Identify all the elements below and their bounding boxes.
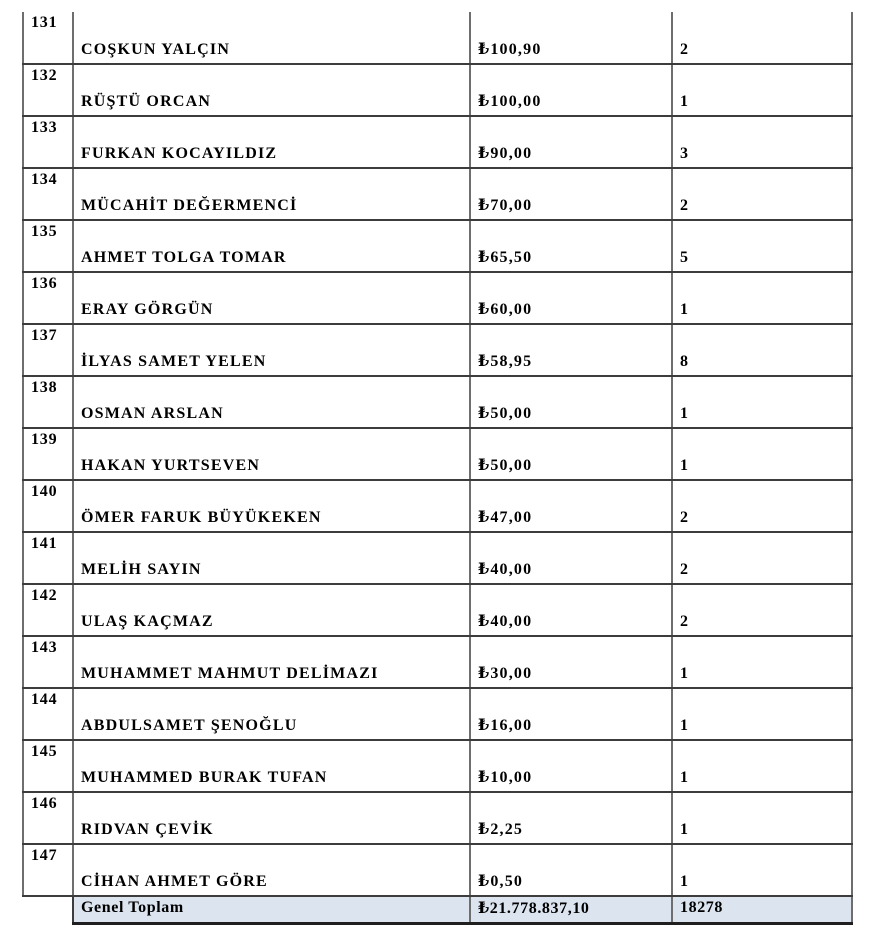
row-number-cell: 136 (22, 272, 73, 325)
count-cell: 2 (671, 168, 853, 221)
row-number-cell: 141 (22, 532, 73, 585)
table-row: 137 İLYAS SAMET YELEN ₺58,95 8 (22, 324, 853, 377)
person-name-cell: MELİH SAYIN (72, 532, 470, 585)
amount-cell: ₺50,00 (469, 428, 672, 481)
table-row: 145 MUHAMMED BURAK TUFAN ₺10,00 1 (22, 740, 853, 793)
person-name-cell: MUHAMMET MAHMUT DELİMAZI (72, 636, 470, 689)
row-number-cell: 135 (22, 220, 73, 273)
person-name-cell: HAKAN YURTSEVEN (72, 428, 470, 481)
amount-cell: ₺10,00 (469, 740, 672, 793)
count-cell: 2 (671, 532, 853, 585)
table-row: 146 RIDVAN ÇEVİK ₺2,25 1 (22, 792, 853, 845)
amount-cell: ₺100,90 (469, 12, 672, 65)
row-number-cell: 132 (22, 64, 73, 117)
count-cell: 2 (671, 480, 853, 533)
person-name-cell: İLYAS SAMET YELEN (72, 324, 470, 377)
amount-cell: ₺70,00 (469, 168, 672, 221)
table-row: 142 ULAŞ KAÇMAZ ₺40,00 2 (22, 584, 853, 637)
amount-cell: ₺2,25 (469, 792, 672, 845)
amount-cell: ₺50,00 (469, 376, 672, 429)
amount-cell: ₺30,00 (469, 636, 672, 689)
row-number-cell: 144 (22, 688, 73, 741)
table-row: 131 COŞKUN YALÇIN ₺100,90 2 (22, 12, 853, 65)
amount-cell: ₺100,00 (469, 64, 672, 117)
grand-total-amount: ₺21.778.837,10 (469, 896, 672, 925)
grand-total-label: Genel Toplam (72, 896, 470, 925)
person-name-cell: ABDULSAMET ŞENOĞLU (72, 688, 470, 741)
row-number-cell: 143 (22, 636, 73, 689)
table-row: 140 ÖMER FARUK BÜYÜKEKEN ₺47,00 2 (22, 480, 853, 533)
count-cell: 2 (671, 12, 853, 65)
table-row: 143 MUHAMMET MAHMUT DELİMAZI ₺30,00 1 (22, 636, 853, 689)
person-name-cell: AHMET TOLGA TOMAR (72, 220, 470, 273)
amount-cell: ₺47,00 (469, 480, 672, 533)
table-row: 136 ERAY GÖRGÜN ₺60,00 1 (22, 272, 853, 325)
count-cell: 1 (671, 272, 853, 325)
row-number-cell: 137 (22, 324, 73, 377)
person-name-cell: CİHAN AHMET GÖRE (72, 844, 470, 897)
row-number-cell: 133 (22, 116, 73, 169)
table-row: 138 OSMAN ARSLAN ₺50,00 1 (22, 376, 853, 429)
table-row: 135 AHMET TOLGA TOMAR ₺65,50 5 (22, 220, 853, 273)
table-row: 141 MELİH SAYIN ₺40,00 2 (22, 532, 853, 585)
amount-cell: ₺16,00 (469, 688, 672, 741)
count-cell: 1 (671, 376, 853, 429)
person-name-cell: ULAŞ KAÇMAZ (72, 584, 470, 637)
row-number-cell: 140 (22, 480, 73, 533)
row-number-cell: 142 (22, 584, 73, 637)
amount-cell: ₺0,50 (469, 844, 672, 897)
person-name-cell: ÖMER FARUK BÜYÜKEKEN (72, 480, 470, 533)
row-number-cell: 134 (22, 168, 73, 221)
amount-cell: ₺60,00 (469, 272, 672, 325)
row-number-cell: 145 (22, 740, 73, 793)
grand-total-count: 18278 (671, 896, 853, 925)
row-number-cell: 139 (22, 428, 73, 481)
person-name-cell: OSMAN ARSLAN (72, 376, 470, 429)
table-row: 147 CİHAN AHMET GÖRE ₺0,50 1 (22, 844, 853, 897)
count-cell: 1 (671, 688, 853, 741)
table-row: 132 RÜŞTÜ ORCAN ₺100,00 1 (22, 64, 853, 117)
table-body: 131 COŞKUN YALÇIN ₺100,90 2 132 RÜŞTÜ OR… (22, 12, 853, 897)
count-cell: 1 (671, 64, 853, 117)
person-name-cell: ERAY GÖRGÜN (72, 272, 470, 325)
row-number-cell: 146 (22, 792, 73, 845)
person-name-cell: RÜŞTÜ ORCAN (72, 64, 470, 117)
person-name-cell: COŞKUN YALÇIN (72, 12, 470, 65)
row-number-cell: 131 (22, 12, 73, 65)
row-number-cell: 147 (22, 844, 73, 897)
count-cell: 8 (671, 324, 853, 377)
count-cell: 5 (671, 220, 853, 273)
table-row: 139 HAKAN YURTSEVEN ₺50,00 1 (22, 428, 853, 481)
collection-report-table: 131 COŞKUN YALÇIN ₺100,90 2 132 RÜŞTÜ OR… (22, 12, 853, 925)
person-name-cell: MÜCAHİT DEĞERMENCİ (72, 168, 470, 221)
count-cell: 1 (671, 636, 853, 689)
table-row: 133 FURKAN KOCAYILDIZ ₺90,00 3 (22, 116, 853, 169)
count-cell: 1 (671, 844, 853, 897)
total-row-spacer (23, 896, 73, 923)
table-row: 144 ABDULSAMET ŞENOĞLU ₺16,00 1 (22, 688, 853, 741)
person-name-cell: FURKAN KOCAYILDIZ (72, 116, 470, 169)
table-row: 134 MÜCAHİT DEĞERMENCİ ₺70,00 2 (22, 168, 853, 221)
grand-total-row: Genel Toplam ₺21.778.837,10 18278 (23, 896, 853, 925)
person-name-cell: MUHAMMED BURAK TUFAN (72, 740, 470, 793)
amount-cell: ₺65,50 (469, 220, 672, 273)
count-cell: 2 (671, 584, 853, 637)
amount-cell: ₺90,00 (469, 116, 672, 169)
count-cell: 1 (671, 740, 853, 793)
row-number-cell: 138 (22, 376, 73, 429)
count-cell: 3 (671, 116, 853, 169)
amount-cell: ₺40,00 (469, 584, 672, 637)
person-name-cell: RIDVAN ÇEVİK (72, 792, 470, 845)
count-cell: 1 (671, 428, 853, 481)
amount-cell: ₺40,00 (469, 532, 672, 585)
count-cell: 1 (671, 792, 853, 845)
amount-cell: ₺58,95 (469, 324, 672, 377)
